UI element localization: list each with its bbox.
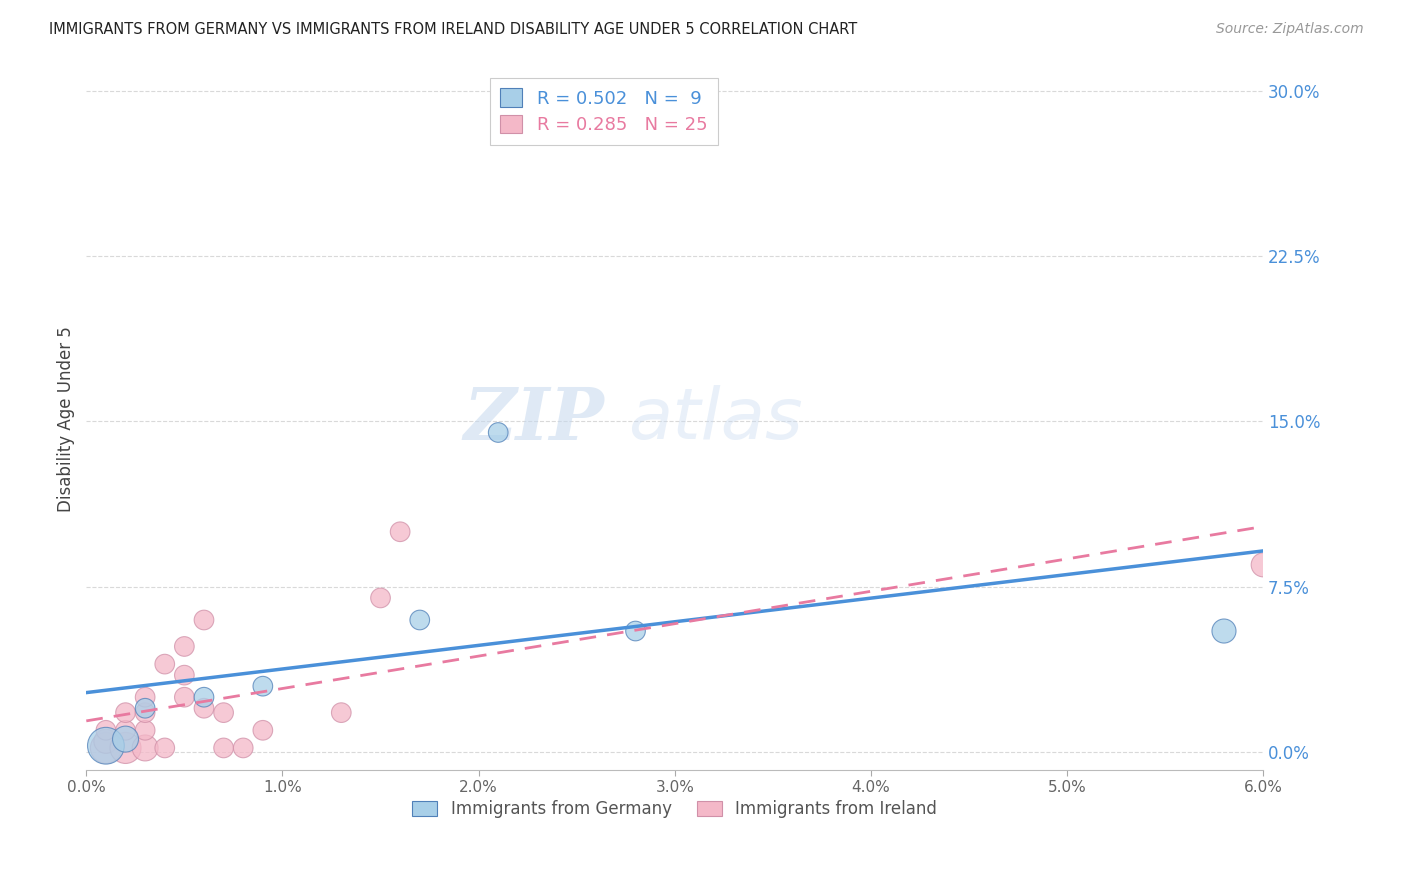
Point [252, 679, 274, 693]
Text: atlas: atlas [627, 384, 803, 454]
Point [134, 701, 156, 715]
Text: IMMIGRANTS FROM GERMANY VS IMMIGRANTS FROM IRELAND DISABILITY AGE UNDER 5 CORREL: IMMIGRANTS FROM GERMANY VS IMMIGRANTS FR… [49, 22, 858, 37]
Point [134, 690, 156, 705]
Point [252, 723, 274, 738]
Point [389, 524, 412, 539]
Point [173, 668, 195, 682]
Point [153, 740, 176, 755]
Point [193, 613, 215, 627]
Point [114, 740, 136, 755]
Point [330, 706, 353, 720]
Point [114, 732, 136, 747]
Point [624, 624, 647, 638]
Point [153, 657, 176, 672]
Point [114, 723, 136, 738]
Legend: Immigrants from Germany, Immigrants from Ireland: Immigrants from Germany, Immigrants from… [406, 794, 943, 825]
Point [193, 701, 215, 715]
Point [134, 723, 156, 738]
Point [134, 706, 156, 720]
Text: ZIP: ZIP [463, 384, 605, 455]
Point [232, 740, 254, 755]
Point [193, 690, 215, 705]
Point [94, 723, 117, 738]
Point [94, 734, 117, 748]
Point [212, 740, 235, 755]
Point [370, 591, 392, 605]
Point [409, 613, 432, 627]
Point [486, 425, 509, 440]
Point [94, 739, 117, 753]
Point [1251, 558, 1274, 572]
Y-axis label: Disability Age Under 5: Disability Age Under 5 [58, 326, 75, 512]
Point [173, 690, 195, 705]
Point [173, 640, 195, 654]
Point [114, 706, 136, 720]
Point [94, 740, 117, 755]
Point [1213, 624, 1236, 638]
Point [212, 706, 235, 720]
Text: Source: ZipAtlas.com: Source: ZipAtlas.com [1216, 22, 1364, 37]
Point [134, 740, 156, 755]
